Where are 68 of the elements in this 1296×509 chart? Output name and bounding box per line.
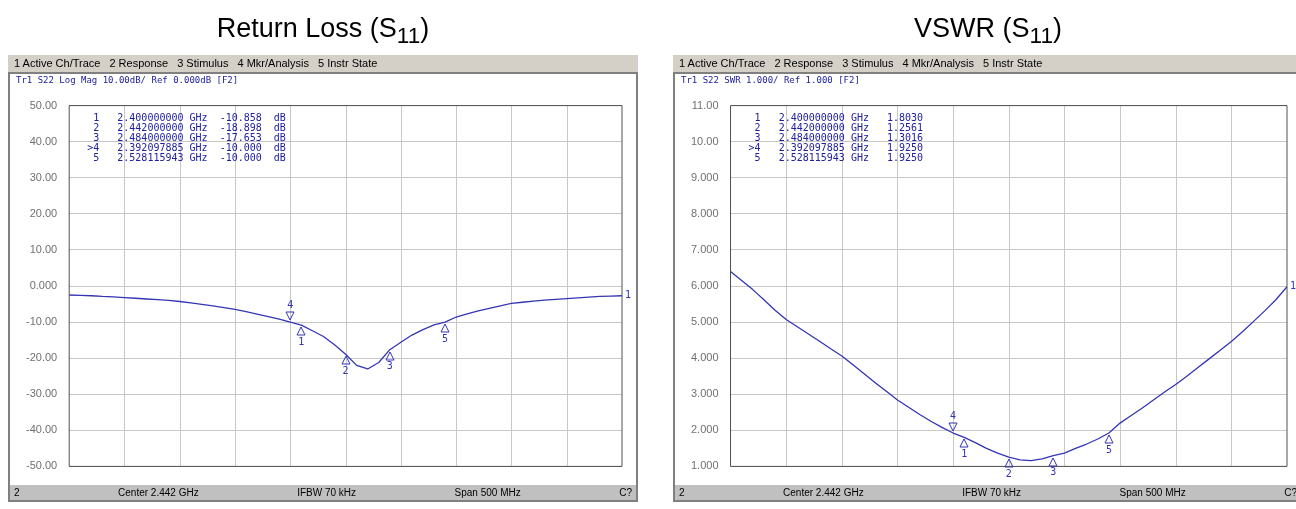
y-tick-label: 5.000 xyxy=(691,315,719,328)
annotation: 1 2.400000000 GHz 1.8030 xyxy=(748,112,924,124)
chart-title: VSWR (S$_{11}$) xyxy=(913,12,1063,51)
annotation: 2 2.442000000 GHz -18.898 dB xyxy=(87,122,286,134)
text: 1 xyxy=(625,289,632,301)
y-tick-label: -50.00 xyxy=(25,459,58,472)
y-tick-label: 20.00 xyxy=(29,206,58,219)
annotation: 5 xyxy=(442,332,449,344)
annotation: 3 2.484000000 GHz -17.653 dB xyxy=(87,132,286,144)
text: 5 Instr State xyxy=(983,56,1043,71)
annotation: 4 xyxy=(950,409,957,421)
text: Center 2.442 GHz xyxy=(783,486,864,500)
y-tick-label: 11.00 xyxy=(691,98,719,111)
annotation: >4 2.392097885 GHz -10.000 dB xyxy=(87,142,286,154)
y-tick-label: 50.00 xyxy=(29,98,58,111)
annotation: 3 xyxy=(1050,466,1057,478)
text: 1 xyxy=(1290,280,1296,292)
annotation: 3 xyxy=(386,360,393,372)
y-tick-label: 40.00 xyxy=(29,134,58,147)
text: 2 Response xyxy=(774,56,834,71)
text: Tr1 S22 SWR 1.000/ Ref 1.000 [F2] xyxy=(680,74,861,87)
text: 5 Instr State xyxy=(318,56,378,71)
text: C? xyxy=(619,486,632,500)
annotation: 5 2.528115943 GHz -10.000 dB xyxy=(87,152,286,164)
text: IFBW 70 kHz xyxy=(962,486,1022,500)
y-tick-label: 1.000 xyxy=(691,459,719,472)
y-tick-label: -10.00 xyxy=(25,315,58,328)
text: 4 Mkr/Analysis xyxy=(902,56,975,71)
text: 4 Mkr/Analysis xyxy=(237,56,310,71)
y-tick-label: 10.00 xyxy=(29,242,58,255)
text: 1 Active Ch/Trace xyxy=(14,56,101,71)
annotation: 1 xyxy=(298,335,305,347)
annotation: 2 xyxy=(1005,467,1012,479)
text: 2 xyxy=(679,486,685,500)
y-tick-label: 3.000 xyxy=(691,387,719,400)
y-tick-label: 7.000 xyxy=(691,242,719,255)
text: Span 500 MHz xyxy=(1119,486,1186,500)
text: Tr1 S22 Log Mag 10.00dB/ Ref 0.000dB [F2] xyxy=(15,74,240,87)
y-tick-label: 10.00 xyxy=(691,134,719,147)
annotation: 1 xyxy=(961,448,968,460)
annotation: 3 2.484000000 GHz 1.3016 xyxy=(748,132,924,144)
annotation: 4 xyxy=(287,298,294,310)
annotation: 2 xyxy=(342,364,349,376)
annotation: 1 2.400000000 GHz -10.858 dB xyxy=(87,112,286,124)
text: 3 Stimulus xyxy=(842,56,894,71)
y-tick-label: 0.000 xyxy=(29,279,58,292)
text: C? xyxy=(1284,486,1296,500)
y-tick-label: -20.00 xyxy=(25,351,58,364)
text: 3 Stimulus xyxy=(177,56,229,71)
text: 2 Response xyxy=(109,56,169,71)
y-tick-label: 6.000 xyxy=(691,279,719,292)
text: Span 500 MHz xyxy=(454,486,521,500)
y-tick-label: 2.000 xyxy=(691,423,719,436)
y-tick-label: -30.00 xyxy=(25,387,58,400)
annotation: 5 2.528115943 GHz 1.9250 xyxy=(748,152,924,164)
text: Center 2.442 GHz xyxy=(118,486,199,500)
chart-title: Return Loss (S$_{11}$) xyxy=(215,12,431,51)
text: 1 Active Ch/Trace xyxy=(679,56,766,71)
annotation: 2 2.442000000 GHz 1.2561 xyxy=(748,122,924,134)
text: 2 xyxy=(14,486,20,500)
y-tick-label: 8.000 xyxy=(691,206,719,219)
y-tick-label: 4.000 xyxy=(691,351,719,364)
y-tick-label: -40.00 xyxy=(25,423,58,436)
annotation: 5 xyxy=(1105,443,1112,455)
annotation: >4 2.392097885 GHz 1.9250 xyxy=(748,142,924,154)
y-tick-label: 9.000 xyxy=(691,170,719,183)
text: IFBW 70 kHz xyxy=(297,486,357,500)
y-tick-label: 30.00 xyxy=(29,170,58,183)
